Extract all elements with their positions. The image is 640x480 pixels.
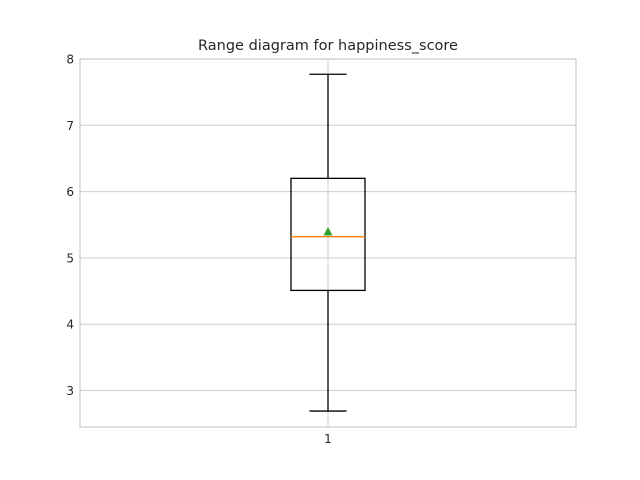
plot-frame (79, 58, 577, 428)
y-tick-label: 6 (66, 185, 74, 199)
chart-title: Range diagram for happiness_score (198, 38, 458, 54)
box-iqr (290, 177, 366, 292)
y-tick-label: 7 (66, 119, 74, 133)
y-tick-label: 3 (66, 384, 74, 398)
x-axis-ticks: 1 (324, 432, 332, 446)
y-tick-label: 4 (66, 318, 74, 332)
y-tick-label: 5 (66, 251, 74, 265)
y-axis-ticks: 3 4 5 6 7 8 (66, 53, 74, 399)
x-tick-label: 1 (324, 432, 332, 446)
y-tick-label: 8 (66, 53, 74, 67)
mean-marker (323, 227, 333, 236)
box-plot (290, 73, 366, 412)
